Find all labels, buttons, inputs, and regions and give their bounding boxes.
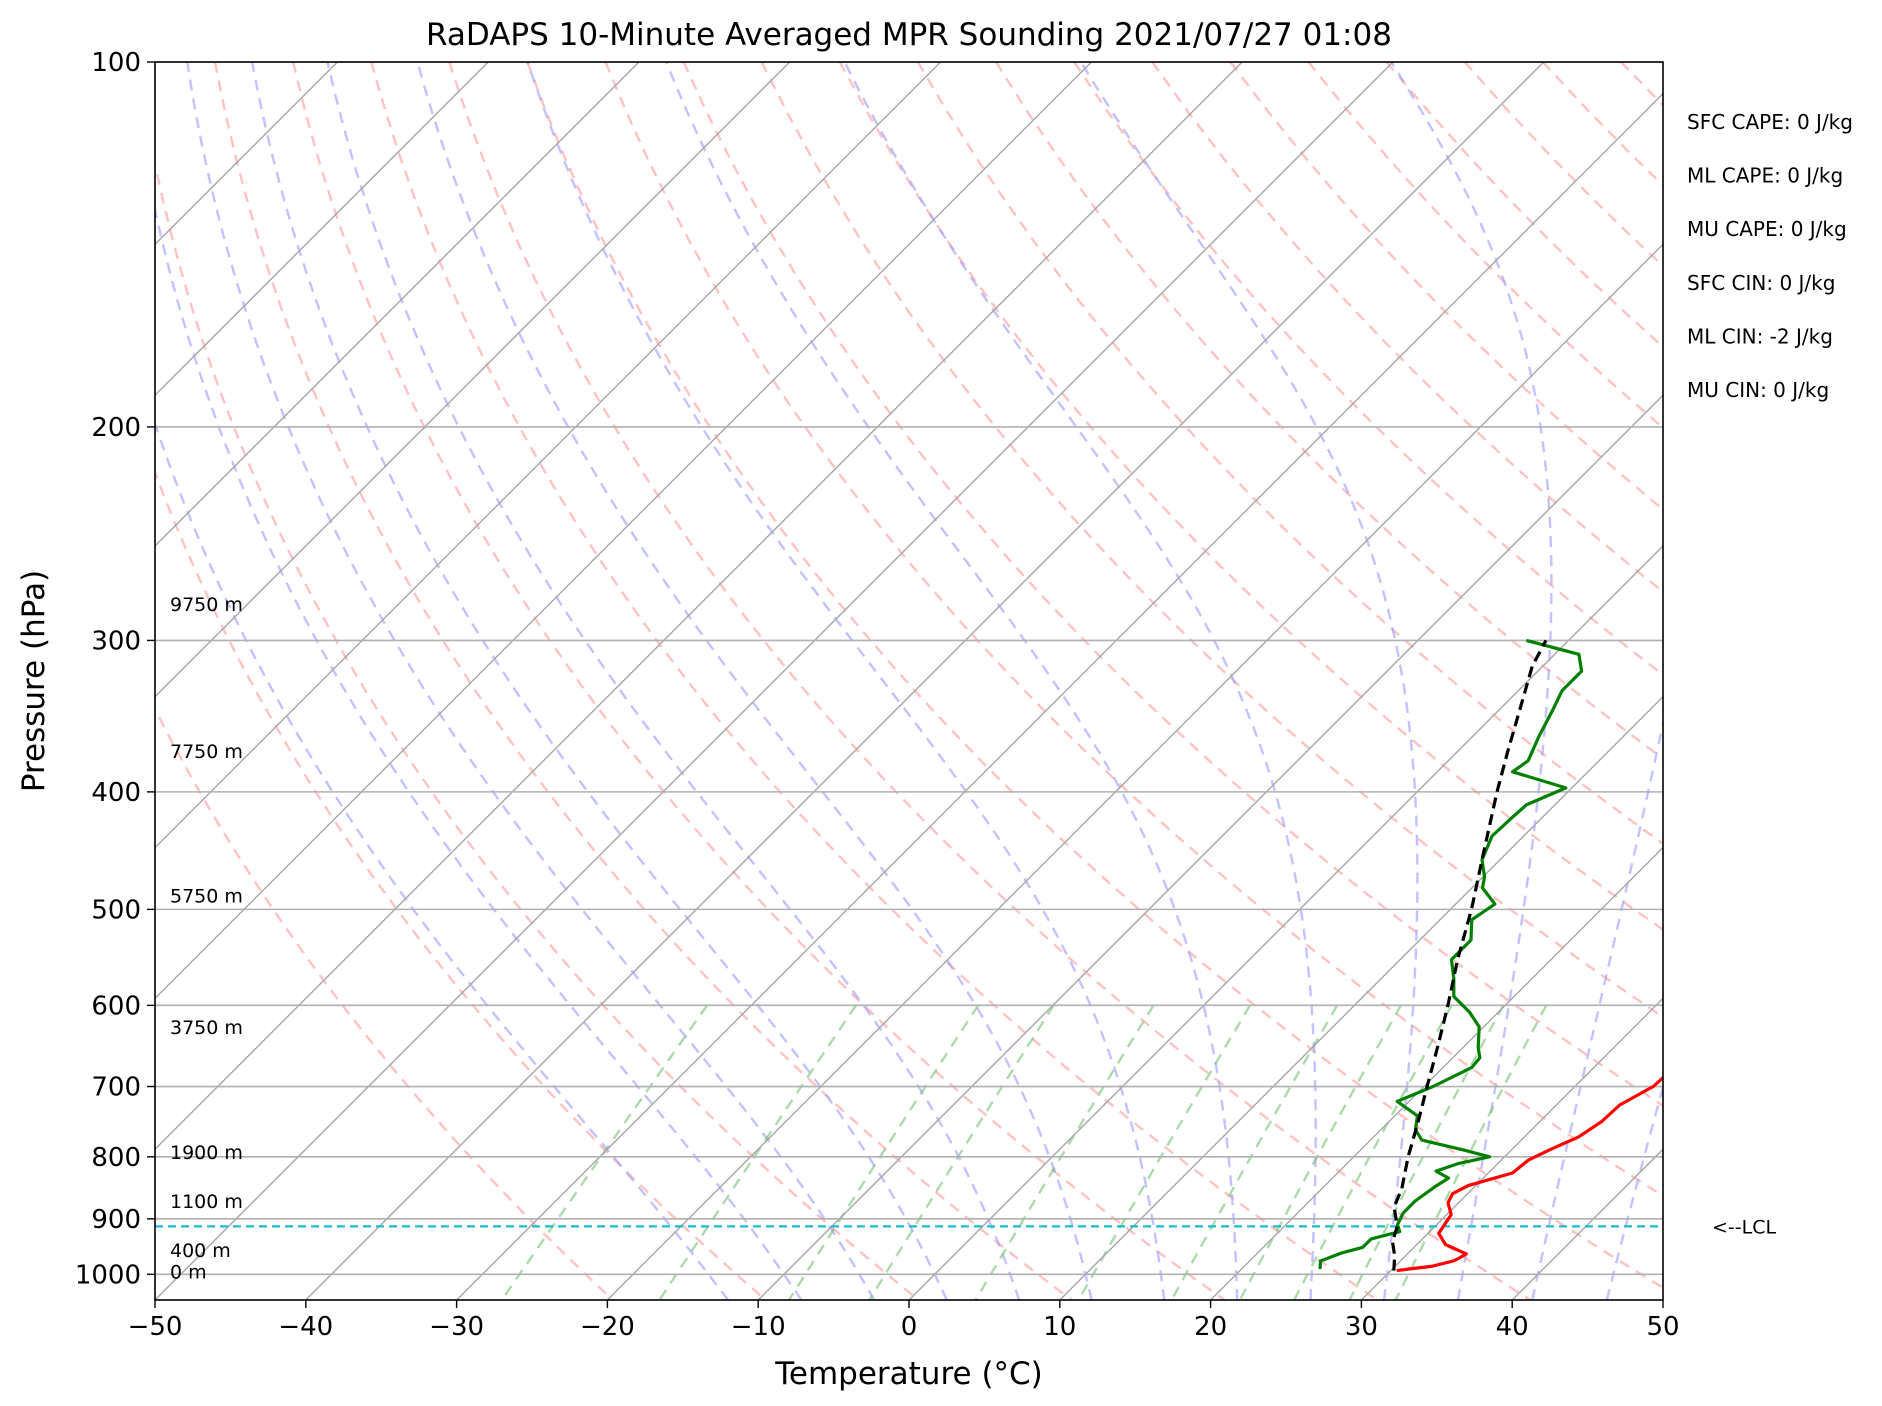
x-tick-label: −20 (580, 1312, 635, 1342)
moist-adiabat (664, 62, 1239, 1300)
y-tick-label: 300 (91, 626, 141, 656)
y-tick-label: 1000 (75, 1260, 141, 1290)
parcel-line (1390, 639, 1548, 1271)
isotherm (456, 92, 1663, 1300)
y-tick-label: 700 (91, 1073, 141, 1103)
stat-text: MU CIN: 0 J/kg (1687, 378, 1829, 402)
moist-adiabat (1390, 62, 1553, 1300)
chart-title: RaDAPS 10-Minute Averaged MPR Sounding 2… (426, 17, 1392, 53)
dewpoint-line (1318, 638, 1584, 1270)
x-tick-label: 0 (901, 1312, 918, 1342)
stat-text: ML CAPE: 0 J/kg (1687, 164, 1843, 188)
y-tick-label: 800 (91, 1143, 141, 1173)
dry-adiabat (682, 62, 1663, 1108)
isotherm (155, 62, 640, 547)
dry-adiabat (526, 62, 1663, 1290)
isotherm (757, 394, 1663, 1300)
y-tick-label: 600 (91, 991, 141, 1021)
isotherm (155, 62, 942, 849)
moist-adiabat (843, 62, 1317, 1300)
x-tick-label: −10 (731, 1312, 786, 1342)
moist-adiabat (155, 204, 803, 1300)
isotherm (606, 243, 1663, 1300)
x-tick-label: 50 (1646, 1312, 1679, 1342)
series-layer (155, 638, 1663, 1273)
dry-adiabat (370, 62, 1379, 1300)
isotherm (908, 545, 1663, 1300)
x-tick-label: −40 (278, 1312, 333, 1342)
x-axis-label: Temperature (°C) (774, 1356, 1043, 1392)
x-tick-label: 10 (1043, 1312, 1076, 1342)
dry-adiabat (760, 62, 1663, 1019)
dry-adiabat (291, 62, 1226, 1300)
height-label: 400 m (170, 1240, 231, 1262)
dry-adiabat (604, 62, 1663, 1198)
dry-adiabat (448, 62, 1531, 1300)
isotherm (155, 62, 489, 397)
temperature-line (1396, 1075, 1663, 1273)
height-label: 3750 m (170, 1017, 243, 1039)
mixing-ratio-line (868, 1004, 1055, 1300)
mixing-ratio-line (658, 1004, 857, 1300)
y-tick-label: 200 (91, 413, 141, 443)
stat-text: SFC CIN: 0 J/kg (1687, 271, 1835, 295)
x-tick-label: 20 (1194, 1312, 1227, 1342)
dry-adiabat (838, 62, 1663, 932)
moist-adiabat (1531, 717, 1663, 1300)
isotherm (155, 62, 1394, 1300)
dry-adiabat (1073, 62, 1663, 677)
isotherm (1059, 695, 1663, 1300)
mixing-ratio-line (787, 1004, 980, 1300)
moist-adiabat (186, 62, 876, 1300)
stat-text: MU CAPE: 0 J/kg (1687, 217, 1847, 241)
stat-text: SFC CAPE: 0 J/kg (1687, 110, 1853, 134)
x-tick-label: −50 (128, 1312, 183, 1342)
y-tick-label: 100 (91, 48, 141, 78)
moist-adiabat (250, 62, 948, 1300)
mixing-ratio-line (1394, 1004, 1548, 1300)
isotherm (305, 62, 1545, 1300)
x-tick-label: 40 (1496, 1312, 1529, 1342)
dry-adiabat (155, 469, 767, 1300)
y-axis-label: Pressure (hPa) (16, 570, 52, 792)
x-tick-label: 30 (1345, 1312, 1378, 1342)
moist-adiabat (416, 62, 1093, 1300)
isotherm (155, 62, 1092, 1000)
isotherm (1360, 997, 1663, 1300)
mixing-ratio-line (1348, 1004, 1505, 1300)
mixing-ratio-line (974, 1004, 1155, 1300)
height-label: 0 m (170, 1262, 207, 1284)
isotherm (155, 62, 1243, 1151)
height-label: 5750 m (170, 885, 243, 907)
y-tick-label: 500 (91, 895, 141, 925)
y-tick-label: 400 (91, 778, 141, 808)
mixing-ratio-line (500, 1004, 709, 1300)
stat-text: ML CIN: -2 J/kg (1687, 324, 1833, 348)
mixing-ratio-line (1293, 1004, 1453, 1300)
moist-adiabat (326, 62, 1021, 1300)
height-label: 1100 m (170, 1191, 243, 1213)
x-tick-label: −30 (429, 1312, 484, 1342)
isotherm (155, 62, 791, 698)
height-label: 9750 m (170, 594, 243, 616)
mixing-ratio-line (1170, 1004, 1339, 1300)
mixing-ratio-line (1077, 1004, 1252, 1300)
labels-layer: RaDAPS 10-Minute Averaged MPR Sounding 2… (16, 17, 1853, 1392)
y-tick-label: 900 (91, 1205, 141, 1235)
dry-adiabat (155, 706, 614, 1300)
height-label: 1900 m (170, 1142, 243, 1164)
moist-adiabat (155, 420, 729, 1300)
moist-adiabat (526, 62, 1166, 1300)
dry-adiabat (213, 62, 1073, 1300)
lcl-label: <--LCL (1712, 1216, 1776, 1238)
mixing-ratio-line (1238, 1004, 1402, 1300)
dry-adiabat (1151, 62, 1663, 594)
background-lines (155, 62, 1663, 1300)
height-label: 7750 m (170, 741, 243, 763)
